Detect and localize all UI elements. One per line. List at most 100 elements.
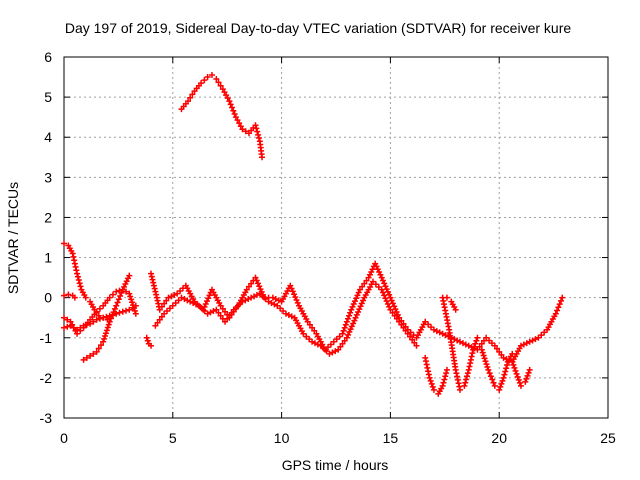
data-point-fill [462,341,469,348]
data-point-fill [123,307,130,314]
data-point-fill [291,291,298,298]
data-point-fill [332,348,339,355]
data-point-fill [114,299,121,306]
data-point [356,286,363,293]
data-point-fill [181,296,188,303]
data-point [80,356,87,363]
data-point-fill [361,280,368,287]
data-point [219,86,226,93]
data-point-fill [499,377,506,384]
data-point-fill [501,371,508,378]
data-point-fill [350,320,357,327]
data-point-fill [90,350,97,357]
data-point-fill [130,304,137,311]
data-point-fill [129,299,136,306]
y-tick-label: -2 [40,370,53,386]
data-point-fill [339,340,346,347]
data-point [248,294,255,301]
data-point [426,374,433,381]
data-point-fill [109,291,116,298]
data-point-fill [391,312,398,319]
data-point [470,346,477,353]
x-tick-label: 25 [600,430,616,446]
data-point-fill [158,303,165,310]
data-point-fill [123,288,130,295]
data-point-fill [253,125,260,132]
x-tick-label: 10 [274,430,290,446]
data-point-fill [108,315,115,322]
series-late-dip-3 [478,346,516,393]
series-late-dip-1 [422,354,450,397]
data-point-fill [207,309,214,316]
data-point-fill [494,345,501,352]
data-point-fill [293,296,300,303]
data-point-fill [503,365,510,372]
data-point-fill [228,104,235,111]
data-point [443,294,450,301]
data-point-fill [292,294,299,301]
data-point [204,74,211,81]
data-point [352,314,359,321]
series-late-dip-2 [439,294,481,393]
data-point-fill [554,307,561,314]
data-point-fill [498,380,505,387]
data-point-fill [427,377,434,384]
data-point-fill [231,110,238,117]
data-point [87,352,94,359]
data-point-fill [69,321,76,328]
data-point-fill [471,343,478,350]
data-point-fill [341,324,348,331]
data-point [378,286,385,293]
data-point-fill [433,328,440,335]
data-point-fill [329,349,336,356]
data-point-fill [115,296,122,303]
data-point-fill [184,297,191,304]
data-point-fill [227,101,234,108]
data-point-fill [83,354,90,361]
data-point-fill [215,309,222,316]
data-point-fill [201,77,208,84]
data-point-fill [358,300,365,307]
y-tick-label: 3 [44,169,52,185]
data-point-fill [515,376,522,383]
data-point-fill [256,283,263,290]
data-point-fill [156,316,163,323]
data-point-fill [309,324,316,331]
data-point-fill [347,309,354,316]
data-point-fill [483,361,490,368]
series-early-mid [61,286,139,337]
data-point-fill [462,379,469,386]
data-point [378,274,385,281]
data-point-fill [441,376,448,383]
data-point-fill [360,297,367,304]
data-point-fill [556,301,563,308]
data-point-fill [354,292,361,299]
data-point-fill [524,372,531,379]
data-point-fill [428,380,435,387]
data-point [439,330,446,337]
data-point [74,270,81,277]
data-point-fill [163,297,170,304]
data-point-fill [253,277,260,284]
y-tick-label: 5 [44,89,52,105]
x-tick-label: 5 [169,430,177,446]
data-point-fill [379,277,386,284]
data-point [208,72,215,79]
data-point [457,386,464,393]
data-point-fill [285,312,292,319]
data-point-fill [346,312,353,319]
series-late-top [443,294,459,313]
data-point-fill [516,379,523,386]
data-point [509,358,516,365]
y-tick-label: -1 [40,330,53,346]
data-point [404,330,411,337]
data-point [226,98,233,105]
data-point-fill [440,379,447,386]
data-point-fill [484,364,491,371]
data-point [509,350,516,357]
data-point [126,290,133,297]
data-point-fill [206,292,213,299]
data-point [252,274,259,281]
data-point-fill [187,94,194,101]
data-point [526,338,533,345]
